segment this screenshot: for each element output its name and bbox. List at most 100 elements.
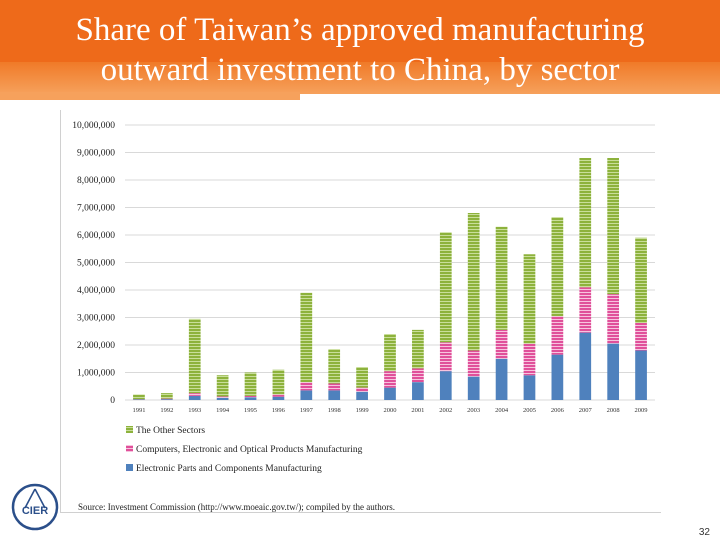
title-band (0, 0, 720, 62)
bar-electronic-parts (579, 332, 592, 400)
bar-other-sectors (244, 372, 257, 396)
bar-computers (188, 393, 201, 396)
bar-computers (607, 294, 620, 344)
y-tick-label: 7,000,000 (77, 204, 115, 214)
bar-other-sectors (188, 318, 201, 394)
y-tick-label: 9,000,000 (77, 149, 115, 159)
bar-computers (356, 387, 368, 392)
x-tick-label: 2008 (607, 407, 620, 414)
bar-electronic-parts (244, 397, 257, 400)
x-tick-label: 2003 (467, 407, 480, 414)
x-tick-label: 2009 (635, 407, 648, 414)
bar-computers (467, 350, 480, 377)
x-axis-tick-labels: 1991 1992 1993 1994 1995 1996 1997 1998 1999 2000… (132, 407, 647, 414)
bar-computers (244, 395, 257, 398)
legend-label: The Other Sectors (136, 426, 205, 436)
bar-computers (523, 343, 536, 376)
logo-text: CIER (22, 505, 48, 517)
slide-title-line-1: Share of Taiwan’s approved manufacturing (75, 12, 645, 48)
y-tick-label: 1,000,000 (77, 369, 115, 379)
cier-logo: CIER (11, 483, 59, 531)
bar-other-sectors (523, 254, 536, 344)
bar-computers (439, 342, 452, 372)
bar-electronic-parts (160, 399, 173, 400)
bar-electronic-parts (412, 382, 424, 400)
bar-computers (495, 329, 508, 359)
bar-computers (412, 368, 424, 383)
bar-computers (160, 398, 173, 400)
title-band-lower (0, 62, 720, 94)
bar-computers (551, 316, 564, 355)
y-tick-label: 3,000,000 (77, 314, 115, 324)
legend-label: Electronic Parts and Components Manufact… (136, 463, 322, 474)
x-tick-label: 2000 (384, 407, 397, 414)
bar-other-sectors (635, 237, 647, 323)
y-axis-tick-labels: 0 1,000,000 2,000,000 3,000,000 4,000,000 5,0… (72, 121, 115, 406)
bar-electronic-parts (356, 391, 368, 400)
legend-swatch (126, 464, 133, 471)
bar-electronic-parts (133, 399, 145, 400)
x-tick-label: 2005 (523, 407, 536, 414)
bar-electronic-parts (272, 396, 285, 400)
bar-electronic-parts (384, 387, 396, 400)
bar-electronic-parts (495, 358, 508, 400)
bars (133, 158, 647, 400)
bar-computers (384, 371, 396, 388)
legend: The Other Sectors Computers, Electronic a… (126, 426, 363, 474)
bar-other-sectors (300, 292, 313, 383)
bar-other-sectors (356, 367, 368, 388)
bar-other-sectors (495, 226, 508, 330)
bar-electronic-parts (328, 390, 341, 400)
x-tick-label: 1992 (160, 407, 173, 414)
title-bar: Share of Taiwan’s approved manufacturing… (0, 0, 720, 94)
title-accent-strip (0, 92, 300, 100)
x-tick-label: 1991 (132, 407, 145, 414)
x-tick-label: 1994 (216, 407, 230, 414)
bar-computers (635, 323, 647, 351)
bar-other-sectors (272, 369, 285, 395)
legend-swatch (126, 445, 133, 452)
bar-other-sectors (412, 329, 424, 369)
bar-other-sectors (216, 375, 229, 397)
y-tick-label: 6,000,000 (77, 231, 115, 241)
legend-label: Computers, Electronic and Optical Produc… (136, 444, 363, 455)
x-tick-label: 1997 (300, 407, 314, 414)
y-tick-label: 0 (110, 396, 115, 406)
bar-electronic-parts (300, 390, 313, 400)
bar-other-sectors (439, 232, 452, 343)
x-tick-label: 2002 (439, 407, 452, 414)
bar-computers (328, 383, 341, 391)
x-tick-label: 1996 (272, 407, 286, 414)
source-note: Source: Investment Commission (http://ww… (78, 502, 396, 512)
bar-other-sectors (467, 213, 480, 351)
y-tick-label: 5,000,000 (77, 259, 115, 269)
bar-other-sectors (607, 158, 620, 295)
page-number: 32 (698, 527, 710, 538)
bar-other-sectors (328, 349, 341, 384)
bar-other-sectors (551, 217, 564, 317)
x-tick-label: 2001 (411, 407, 424, 414)
x-tick-label: 1995 (244, 407, 257, 414)
x-tick-label: 2006 (551, 407, 565, 414)
legend-swatch (126, 426, 133, 433)
bar-electronic-parts (439, 371, 452, 400)
bar-electronic-parts (523, 375, 536, 400)
slide-title-line-2: outward investment to China, by sector (100, 52, 620, 88)
y-tick-label: 10,000,000 (72, 121, 115, 131)
x-tick-label: 1999 (356, 407, 369, 414)
y-tick-label: 2,000,000 (77, 341, 115, 351)
bar-electronic-parts (607, 343, 620, 400)
stacked-bar-chart: 0 1,000,000 2,000,000 3,000,000 4,000,000 5,0… (72, 121, 655, 474)
bar-electronic-parts (551, 354, 564, 400)
bar-computers (216, 396, 229, 398)
bar-electronic-parts (467, 376, 480, 400)
bar-computers (300, 382, 313, 391)
x-tick-label: 2004 (495, 407, 509, 414)
bar-other-sectors (133, 394, 145, 400)
bar-electronic-parts (216, 397, 229, 400)
x-tick-label: 1993 (188, 407, 201, 414)
bar-other-sectors (579, 158, 592, 288)
y-tick-label: 8,000,000 (77, 176, 115, 186)
y-tick-label: 4,000,000 (77, 286, 115, 296)
bar-other-sectors (160, 393, 173, 399)
